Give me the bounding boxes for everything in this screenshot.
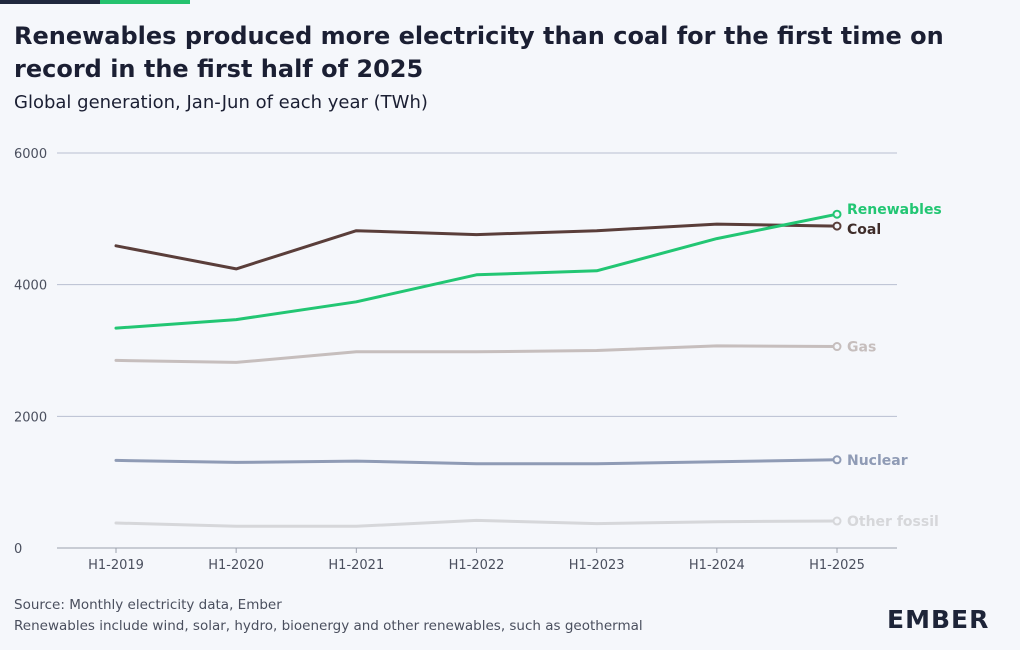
- ember-logo: EMBER: [887, 605, 990, 634]
- top-accent-bar: [0, 0, 190, 4]
- source-note: Source: Monthly electricity data, Ember: [14, 597, 282, 613]
- top-accent-green: [100, 0, 190, 4]
- series-line-nuclear: [114, 458, 839, 466]
- methodology-note: Renewables include wind, solar, hydro, b…: [14, 618, 643, 634]
- series-endpoint-other-fossil: [832, 516, 842, 526]
- x-tick-label: H1-2021: [328, 558, 384, 573]
- series-line-coal: [114, 222, 839, 271]
- series-label-coal: Coal: [847, 222, 881, 238]
- footer: Source: Monthly electricity data, Ember …: [14, 595, 643, 637]
- x-tick-label: H1-2023: [569, 558, 625, 573]
- series-endpoint-renewables: [832, 209, 842, 219]
- x-tick-label: H1-2025: [809, 558, 865, 573]
- series-line-other-fossil: [114, 518, 839, 528]
- y-tick-label: 0: [14, 542, 22, 557]
- series-label-gas: Gas: [847, 340, 876, 356]
- y-tick-label: 2000: [14, 410, 47, 425]
- series-label-nuclear: Nuclear: [847, 453, 908, 469]
- x-tick-label: H1-2020: [208, 558, 264, 573]
- series-lines: [114, 209, 842, 528]
- y-axis-ticks: 0 2000 4000 6000: [14, 147, 47, 557]
- chart-title: Renewables produced more electricity tha…: [14, 22, 944, 83]
- top-accent-dark: [0, 0, 100, 4]
- series-endpoint-coal: [832, 221, 842, 231]
- y-tick-label: 4000: [14, 279, 47, 294]
- series-endpoint-gas: [832, 342, 842, 352]
- series-label-renewables: Renewables: [847, 202, 942, 218]
- series-line-gas: [114, 344, 839, 364]
- series-endpoint-nuclear: [832, 455, 842, 465]
- series-line-renewables: [114, 212, 839, 330]
- series-labels: Other fossil Nuclear Gas Coal Renewables: [847, 202, 942, 530]
- chart-subtitle: Global generation, Jan-Jun of each year …: [14, 92, 428, 113]
- series-label-other-fossil: Other fossil: [847, 514, 939, 530]
- y-tick-label: 6000: [14, 147, 47, 162]
- x-tick-label: H1-2024: [689, 558, 745, 573]
- x-tick-label: H1-2022: [449, 558, 505, 573]
- x-tick-label: H1-2019: [88, 558, 144, 573]
- x-axis-ticks: H1-2019 H1-2020 H1-2021 H1-2022 H1-2023 H1-20…: [88, 548, 865, 573]
